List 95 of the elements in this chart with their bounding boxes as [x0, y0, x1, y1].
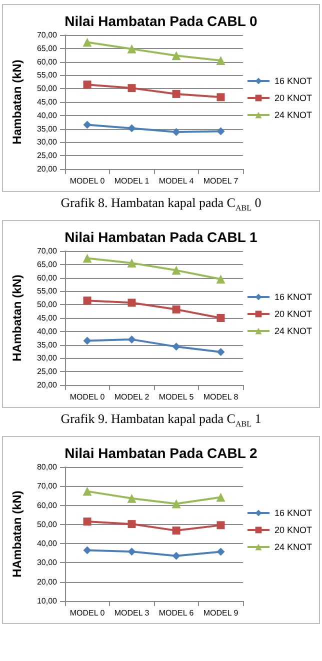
point — [127, 494, 136, 503]
point — [216, 56, 226, 65]
x-tick-label: MODEL 1 — [114, 176, 150, 186]
legend-label: 16 KNOT — [274, 292, 312, 302]
y-tick-label: 45,00 — [36, 98, 58, 106]
y-tick-label: 20,00 — [36, 164, 58, 174]
y-tick-label: 35,00 — [36, 124, 58, 134]
legend-label: 24 KNOT — [274, 326, 312, 336]
point — [216, 548, 225, 556]
y-tick-label: 70,00 — [36, 246, 58, 256]
y-tick-label: 20,00 — [36, 577, 58, 586]
y-tick-label: 65,00 — [36, 44, 58, 53]
point — [82, 254, 92, 263]
point — [172, 499, 181, 508]
point — [216, 274, 226, 284]
y-tick-label: 20,00 — [36, 380, 58, 390]
y-tick-label: 50,00 — [36, 300, 58, 310]
y-tick-label: 40,00 — [36, 539, 58, 548]
point — [172, 552, 180, 560]
point — [128, 520, 136, 528]
y-tick-label: 55,00 — [36, 70, 58, 80]
x-tick-label: MODEL 2 — [114, 392, 150, 402]
point — [83, 336, 92, 345]
y-tick-label: 25,00 — [36, 151, 58, 160]
point — [216, 492, 226, 502]
y-tick-label: 60,00 — [36, 273, 58, 282]
x-tick-label: MODEL 0 — [70, 176, 106, 186]
point — [127, 44, 136, 54]
y-axis-title: HAmbatan (kN) — [10, 274, 24, 362]
x-tick-label: MODEL 5 — [158, 392, 194, 402]
y-tick-label: 65,00 — [36, 260, 58, 269]
y-tick-label: 70,00 — [36, 482, 58, 491]
chart-title: Nilai Hambatan Pada CABL 0 — [64, 13, 258, 29]
point — [128, 84, 136, 92]
point — [172, 128, 180, 136]
y-tick-label: 70,00 — [36, 30, 58, 40]
point — [128, 335, 136, 344]
point — [172, 266, 181, 275]
y-tick-label: 30,00 — [36, 558, 58, 568]
point — [82, 38, 92, 47]
y-tick-label: 45,00 — [36, 314, 58, 322]
point — [216, 314, 225, 322]
point — [83, 120, 92, 129]
point — [172, 305, 180, 314]
point — [83, 80, 92, 89]
point — [128, 548, 136, 556]
legend-label: 20 KNOT — [274, 525, 312, 535]
y-tick-label: 40,00 — [36, 326, 58, 336]
legend-label: 16 KNOT — [274, 76, 312, 86]
x-tick-label: MODEL 9 — [203, 608, 239, 618]
chart-title: Nilai Hambatan Pada CABL 1 — [64, 229, 258, 245]
y-tick-label: 30,00 — [36, 138, 58, 147]
text: Grafik 8. Hambatan kapal pada C$_{ABL}$ 0 — [60, 194, 262, 215]
point — [83, 296, 92, 305]
point — [82, 486, 92, 496]
point — [172, 90, 180, 98]
point — [127, 258, 136, 268]
point — [172, 342, 180, 351]
point — [172, 526, 180, 535]
x-tick-label: MODEL 7 — [203, 176, 239, 186]
y-tick-label: 60,00 — [36, 500, 58, 510]
x-tick-label: MODEL 0 — [70, 608, 106, 618]
chart-title: Nilai Hambatan Pada CABL 2 — [64, 445, 258, 461]
y-tick-label: 50,00 — [36, 520, 58, 529]
y-tick-label: 35,00 — [36, 340, 58, 350]
point — [128, 124, 136, 132]
y-tick-label: 80,00 — [36, 462, 58, 472]
text: Grafik 9. Hambatan kapal pada C$_{ABL}$ 1 — [60, 410, 262, 431]
point — [172, 51, 181, 60]
legend-label: 24 KNOT — [274, 542, 312, 552]
legend-label: 24 KNOT — [274, 110, 312, 120]
y-tick-label: 55,00 — [36, 286, 58, 296]
y-tick-label: 25,00 — [36, 367, 58, 376]
point — [216, 348, 225, 356]
point — [83, 518, 92, 526]
point — [216, 93, 225, 102]
x-tick-label: MODEL 4 — [158, 176, 194, 186]
legend-label: 20 KNOT — [274, 309, 312, 319]
x-tick-label: MODEL 6 — [158, 608, 194, 618]
point — [128, 298, 136, 307]
y-axis-title: HAmbatan (kN) — [10, 490, 24, 578]
point — [216, 521, 225, 530]
y-tick-label: 50,00 — [36, 84, 58, 94]
point — [83, 546, 92, 554]
y-tick-label: 30,00 — [36, 354, 58, 363]
y-axis-title: Hambatan (kN) — [10, 60, 24, 144]
x-tick-label: MODEL 0 — [70, 392, 106, 402]
y-tick-label: 40,00 — [36, 110, 58, 120]
y-tick-label: 10,00 — [36, 596, 58, 606]
x-tick-label: MODEL 3 — [114, 608, 150, 618]
point — [216, 127, 225, 136]
legend-label: 16 KNOT — [274, 508, 312, 518]
y-tick-label: 60,00 — [36, 57, 58, 66]
legend-label: 20 KNOT — [274, 93, 312, 103]
x-tick-label: MODEL 8 — [203, 392, 239, 402]
